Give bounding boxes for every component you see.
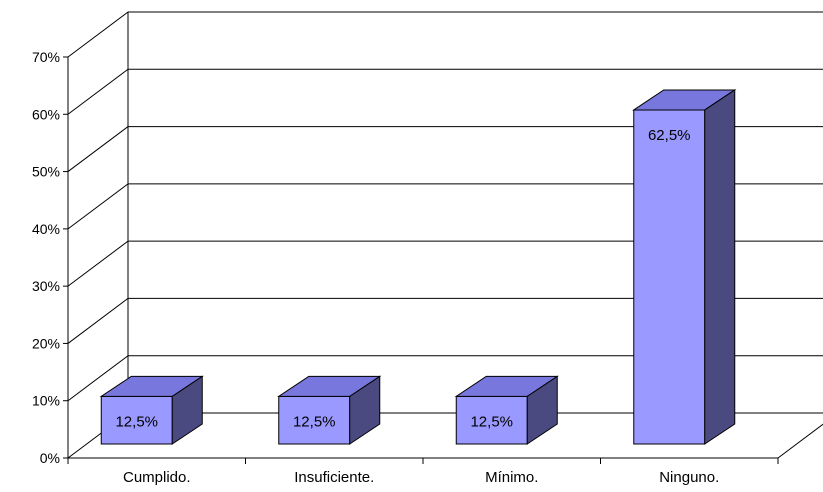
gridline-diagonal <box>67 298 129 344</box>
x-tick-label: Insuficiente. <box>294 469 374 486</box>
gridline-diagonal <box>67 355 129 402</box>
bar-front <box>278 395 351 445</box>
gridline-diagonal <box>67 11 129 58</box>
bar-front <box>455 395 528 445</box>
data-label: 12,5% <box>470 413 513 430</box>
y-tick-label: 10% <box>32 393 60 409</box>
gridline-diagonal <box>67 68 129 115</box>
y-tick-label: 30% <box>32 278 60 294</box>
y-tick-label: 70% <box>32 49 60 65</box>
x-tick-label: Cumplido. <box>123 469 191 486</box>
bar-front <box>100 395 173 445</box>
bar-side <box>171 375 203 445</box>
y-tick-label: 0% <box>40 450 60 466</box>
data-label: 62,5% <box>648 127 691 144</box>
y-tick-label: 20% <box>32 335 60 351</box>
gridline-diagonal <box>67 183 129 230</box>
bar-front <box>633 109 706 445</box>
data-label: 12,5% <box>115 413 158 430</box>
x-tick-label: Mínimo. <box>485 469 538 486</box>
bar-side <box>349 375 381 445</box>
data-label: 12,5% <box>293 413 336 430</box>
gridline-diagonal <box>67 126 129 172</box>
x-tick-label: Ninguno. <box>659 469 719 486</box>
y-tick-label: 60% <box>32 106 60 122</box>
y-tick-label: 50% <box>32 164 60 180</box>
bar-side <box>704 89 736 445</box>
y-tick-label: 40% <box>32 221 60 237</box>
bar-side <box>526 375 558 445</box>
gridline-diagonal <box>67 240 129 287</box>
floor-right-edge <box>777 423 823 459</box>
